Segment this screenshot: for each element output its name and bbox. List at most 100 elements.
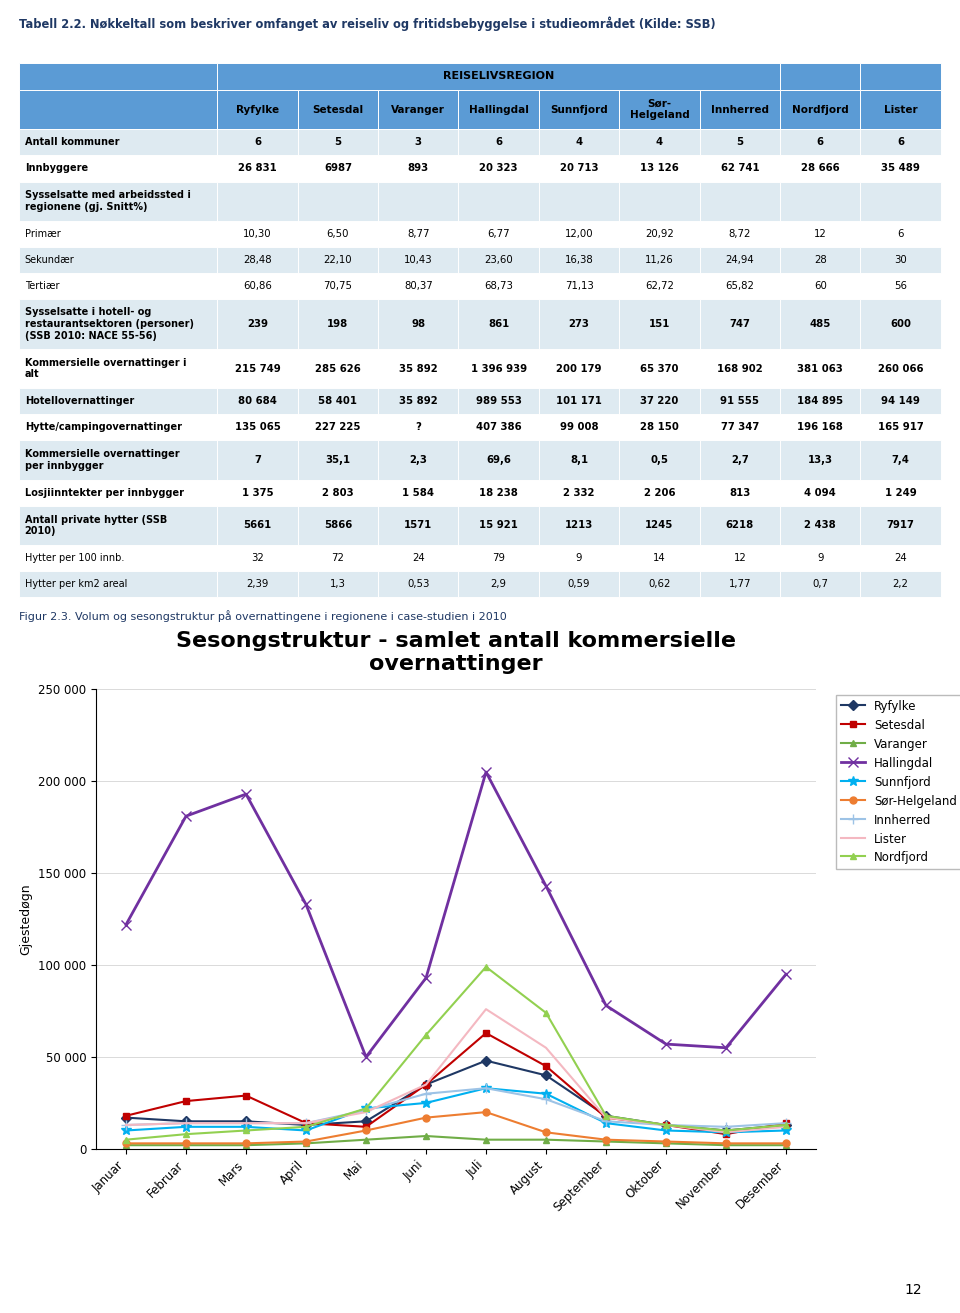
- Line: Setesdal: Setesdal: [123, 1029, 789, 1137]
- Bar: [860, 129, 941, 155]
- Text: 60: 60: [814, 281, 827, 291]
- Lister: [300, 1115, 312, 1130]
- Lister: [600, 1109, 612, 1125]
- Bar: [217, 181, 298, 221]
- Bar: [539, 545, 619, 571]
- Text: 98: 98: [411, 319, 425, 330]
- Bar: [217, 415, 298, 440]
- Text: 20 713: 20 713: [560, 163, 598, 173]
- Text: 12: 12: [814, 228, 827, 239]
- Text: 62 741: 62 741: [721, 163, 759, 173]
- Text: 6,77: 6,77: [488, 228, 510, 239]
- Nordfjord: [480, 958, 492, 974]
- Bar: [378, 389, 459, 415]
- Text: 5661: 5661: [244, 520, 272, 530]
- Bar: [378, 506, 459, 545]
- Lister: [480, 1002, 492, 1018]
- Bar: [19, 91, 217, 129]
- Text: 24: 24: [894, 553, 907, 563]
- Text: Kommersielle overnattinger
per innbygger: Kommersielle overnattinger per innbygger: [25, 449, 180, 471]
- Text: 15 921: 15 921: [479, 520, 518, 530]
- Text: 0,62: 0,62: [648, 579, 671, 590]
- Bar: [298, 91, 378, 129]
- Text: 1 249: 1 249: [885, 488, 917, 498]
- Bar: [298, 299, 378, 349]
- Bar: [217, 545, 298, 571]
- Bar: [860, 571, 941, 597]
- Text: 6: 6: [898, 228, 904, 239]
- Text: 4: 4: [575, 138, 583, 147]
- Bar: [860, 389, 941, 415]
- Bar: [780, 571, 860, 597]
- Bar: [700, 571, 780, 597]
- Bar: [459, 545, 539, 571]
- Text: 58 401: 58 401: [319, 397, 357, 406]
- Text: Innherred: Innherred: [710, 105, 769, 114]
- Text: 8,1: 8,1: [570, 456, 588, 465]
- Sunnfjord: [480, 1081, 492, 1096]
- Line: Lister: Lister: [126, 1010, 786, 1132]
- Varanger: [600, 1133, 612, 1149]
- Text: Hotellovernattinger: Hotellovernattinger: [25, 397, 134, 406]
- Bar: [700, 506, 780, 545]
- Bar: [619, 91, 700, 129]
- Sør-Helgeland: [540, 1124, 552, 1140]
- Lister: [660, 1117, 672, 1133]
- Ryfylke: [600, 1108, 612, 1124]
- Text: 35,1: 35,1: [325, 456, 350, 465]
- Bar: [700, 247, 780, 273]
- Bar: [860, 247, 941, 273]
- Sunnfjord: [180, 1119, 192, 1134]
- Sør-Helgeland: [240, 1136, 252, 1152]
- Bar: [780, 440, 860, 479]
- Text: 65 370: 65 370: [640, 364, 679, 374]
- Text: 168 902: 168 902: [717, 364, 762, 374]
- Line: Sunnfjord: Sunnfjord: [121, 1083, 791, 1137]
- Bar: [700, 221, 780, 247]
- Bar: [619, 221, 700, 247]
- Nordfjord: [540, 1004, 552, 1020]
- Text: 10,43: 10,43: [404, 255, 433, 265]
- Setesdal: [180, 1094, 192, 1109]
- Bar: [860, 273, 941, 299]
- Text: 6: 6: [897, 138, 904, 147]
- Text: 0,7: 0,7: [812, 579, 828, 590]
- Hallingdal: [660, 1036, 672, 1052]
- Bar: [378, 479, 459, 506]
- Innherred: [180, 1115, 192, 1130]
- Sør-Helgeland: [720, 1136, 732, 1152]
- Bar: [459, 155, 539, 181]
- Bar: [459, 129, 539, 155]
- Nordfjord: [660, 1117, 672, 1133]
- Text: Tabell 2.2. Nøkkeltall som beskriver omfanget av reiseliv og fritidsbebyggelse i: Tabell 2.2. Nøkkeltall som beskriver omf…: [19, 16, 716, 30]
- Text: 28 150: 28 150: [640, 423, 679, 432]
- Text: 30: 30: [894, 255, 907, 265]
- Text: 2 438: 2 438: [804, 520, 836, 530]
- Bar: [19, 221, 217, 247]
- Bar: [19, 479, 217, 506]
- Varanger: [120, 1137, 132, 1153]
- Setesdal: [720, 1127, 732, 1142]
- Y-axis label: Gjestedøgn: Gjestedøgn: [19, 884, 33, 955]
- Bar: [619, 349, 700, 389]
- Bar: [19, 273, 217, 299]
- Lister: [240, 1115, 252, 1130]
- Bar: [700, 129, 780, 155]
- Bar: [539, 349, 619, 389]
- Hallingdal: [120, 916, 132, 932]
- Nordfjord: [240, 1123, 252, 1138]
- Bar: [217, 571, 298, 597]
- Bar: [619, 181, 700, 221]
- Text: 239: 239: [247, 319, 268, 330]
- Bar: [459, 440, 539, 479]
- Setesdal: [420, 1077, 432, 1092]
- Bar: [298, 181, 378, 221]
- Text: 14: 14: [653, 553, 666, 563]
- Text: Kommersielle overnattinger i
alt: Kommersielle overnattinger i alt: [25, 357, 186, 379]
- Line: Nordfjord: Nordfjord: [123, 964, 789, 1144]
- Bar: [860, 63, 941, 91]
- Setesdal: [360, 1119, 372, 1134]
- Text: 23,60: 23,60: [484, 255, 513, 265]
- Bar: [539, 440, 619, 479]
- Bar: [298, 479, 378, 506]
